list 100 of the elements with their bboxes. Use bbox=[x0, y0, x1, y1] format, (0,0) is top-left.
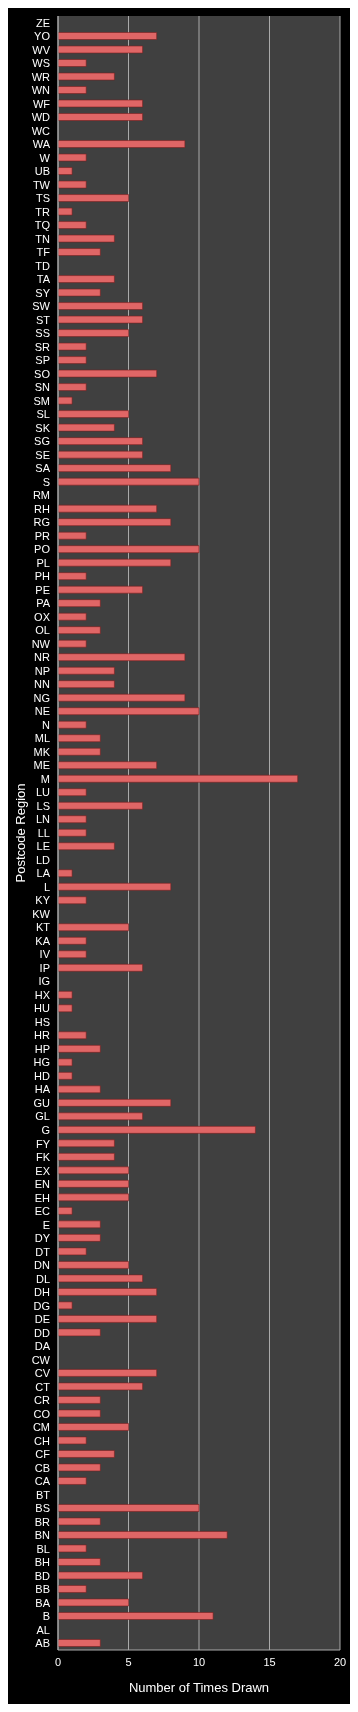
y-tick-label: BH bbox=[34, 1556, 51, 1569]
bar bbox=[58, 1558, 101, 1566]
y-tick-label: SK bbox=[35, 421, 51, 434]
y-tick-label: RG bbox=[33, 516, 50, 529]
y-tick-label: DH bbox=[34, 1286, 51, 1299]
y-tick-label: M bbox=[40, 772, 50, 785]
x-tick-label: 5 bbox=[125, 1655, 132, 1668]
bar bbox=[58, 936, 87, 945]
y-tick-label: TA bbox=[36, 273, 51, 286]
bar bbox=[58, 882, 172, 891]
y-tick-label: WR bbox=[31, 70, 51, 83]
bar bbox=[58, 801, 143, 810]
y-tick-label: CR bbox=[34, 1394, 51, 1407]
bar bbox=[58, 113, 143, 121]
y-tick-label: TD bbox=[35, 259, 51, 272]
y-tick-label: SR bbox=[34, 340, 51, 353]
y-tick-label: N bbox=[42, 718, 51, 731]
y-tick-label: DA bbox=[34, 1340, 51, 1353]
y-tick-label: IG bbox=[38, 975, 50, 988]
y-tick-label: HR bbox=[34, 1029, 51, 1042]
bar bbox=[58, 1288, 157, 1296]
bar bbox=[58, 423, 115, 432]
bar bbox=[58, 450, 143, 459]
bar bbox=[58, 774, 298, 783]
y-tick-label: PL bbox=[36, 556, 50, 569]
bar bbox=[58, 315, 143, 324]
y-tick-label: HG bbox=[33, 1056, 50, 1069]
y-tick-label: BB bbox=[35, 1583, 50, 1596]
bar bbox=[58, 356, 87, 364]
bar bbox=[58, 1004, 73, 1013]
bar bbox=[58, 45, 143, 54]
bar bbox=[58, 437, 143, 445]
bar bbox=[58, 1112, 143, 1121]
y-tick-label: AL bbox=[36, 1623, 50, 1636]
bar bbox=[58, 1369, 157, 1377]
bar bbox=[58, 369, 157, 378]
y-tick-label: PE bbox=[35, 583, 50, 596]
bar bbox=[58, 477, 200, 486]
y-tick-label: LU bbox=[35, 786, 51, 799]
y-tick-label: L bbox=[43, 880, 50, 893]
bar bbox=[58, 828, 87, 837]
y-tick-label: LE bbox=[36, 840, 50, 853]
y-tick-label: TF bbox=[36, 246, 51, 259]
bar bbox=[58, 1153, 115, 1161]
y-tick-label: CO bbox=[33, 1407, 51, 1420]
y-tick-label: BS bbox=[35, 1502, 50, 1515]
bar bbox=[58, 950, 87, 959]
y-tick-label: BA bbox=[35, 1596, 51, 1609]
bar bbox=[58, 1031, 87, 1040]
bar bbox=[58, 1207, 73, 1215]
bar bbox=[58, 653, 186, 661]
bar bbox=[58, 1072, 73, 1080]
y-tick-label: NR bbox=[34, 651, 51, 664]
bar bbox=[58, 545, 200, 553]
bar bbox=[58, 194, 129, 202]
bar bbox=[58, 815, 87, 824]
y-tick-label: WA bbox=[32, 138, 51, 151]
y-tick-label: BL bbox=[36, 1542, 50, 1555]
y-tick-label: E bbox=[42, 1218, 50, 1231]
x-axis-title: Number of Times Drawn bbox=[128, 1680, 270, 1695]
bar bbox=[58, 1396, 101, 1404]
y-tick-label: ME bbox=[33, 759, 50, 772]
x-tick-label: 20 bbox=[333, 1655, 347, 1668]
y-tick-label: SE bbox=[35, 448, 50, 461]
y-tick-label: BR bbox=[34, 1515, 51, 1528]
y-tick-label: HU bbox=[34, 1002, 51, 1015]
bar bbox=[58, 383, 87, 391]
y-tick-label: DG bbox=[33, 1299, 50, 1312]
bar bbox=[58, 666, 115, 675]
y-tick-label: EH bbox=[34, 1191, 51, 1204]
bar bbox=[58, 32, 157, 40]
y-tick-label: YO bbox=[34, 30, 51, 43]
bar bbox=[58, 1085, 101, 1094]
y-tick-label: DL bbox=[35, 1272, 50, 1285]
bar bbox=[58, 1261, 129, 1269]
bar bbox=[58, 396, 73, 405]
y-tick-label: SG bbox=[34, 435, 50, 448]
bar bbox=[58, 1193, 129, 1202]
y-tick-label: ZE bbox=[35, 16, 50, 29]
y-tick-label: GL bbox=[35, 1110, 50, 1123]
y-tick-label: HS bbox=[34, 1015, 50, 1028]
bar bbox=[58, 1301, 73, 1310]
bar bbox=[58, 1045, 101, 1053]
bar bbox=[58, 72, 115, 81]
y-axis-title: Postcode Region bbox=[12, 783, 28, 883]
y-tick-label: LD bbox=[35, 853, 51, 866]
x-tick-label: 10 bbox=[192, 1655, 206, 1668]
bar bbox=[58, 410, 129, 418]
y-tick-label: KT bbox=[35, 921, 51, 934]
y-tick-label: LA bbox=[36, 867, 51, 880]
bar bbox=[58, 1315, 157, 1323]
bar bbox=[58, 1517, 101, 1526]
y-tick-label: IV bbox=[39, 948, 51, 961]
bar bbox=[58, 1099, 172, 1107]
y-tick-label: NP bbox=[34, 664, 50, 677]
y-tick-label: PR bbox=[34, 529, 51, 542]
y-tick-label: SA bbox=[35, 462, 51, 475]
y-tick-label: NN bbox=[34, 678, 51, 691]
y-tick-label: CT bbox=[35, 1380, 51, 1393]
y-tick-label: DY bbox=[34, 1232, 51, 1245]
